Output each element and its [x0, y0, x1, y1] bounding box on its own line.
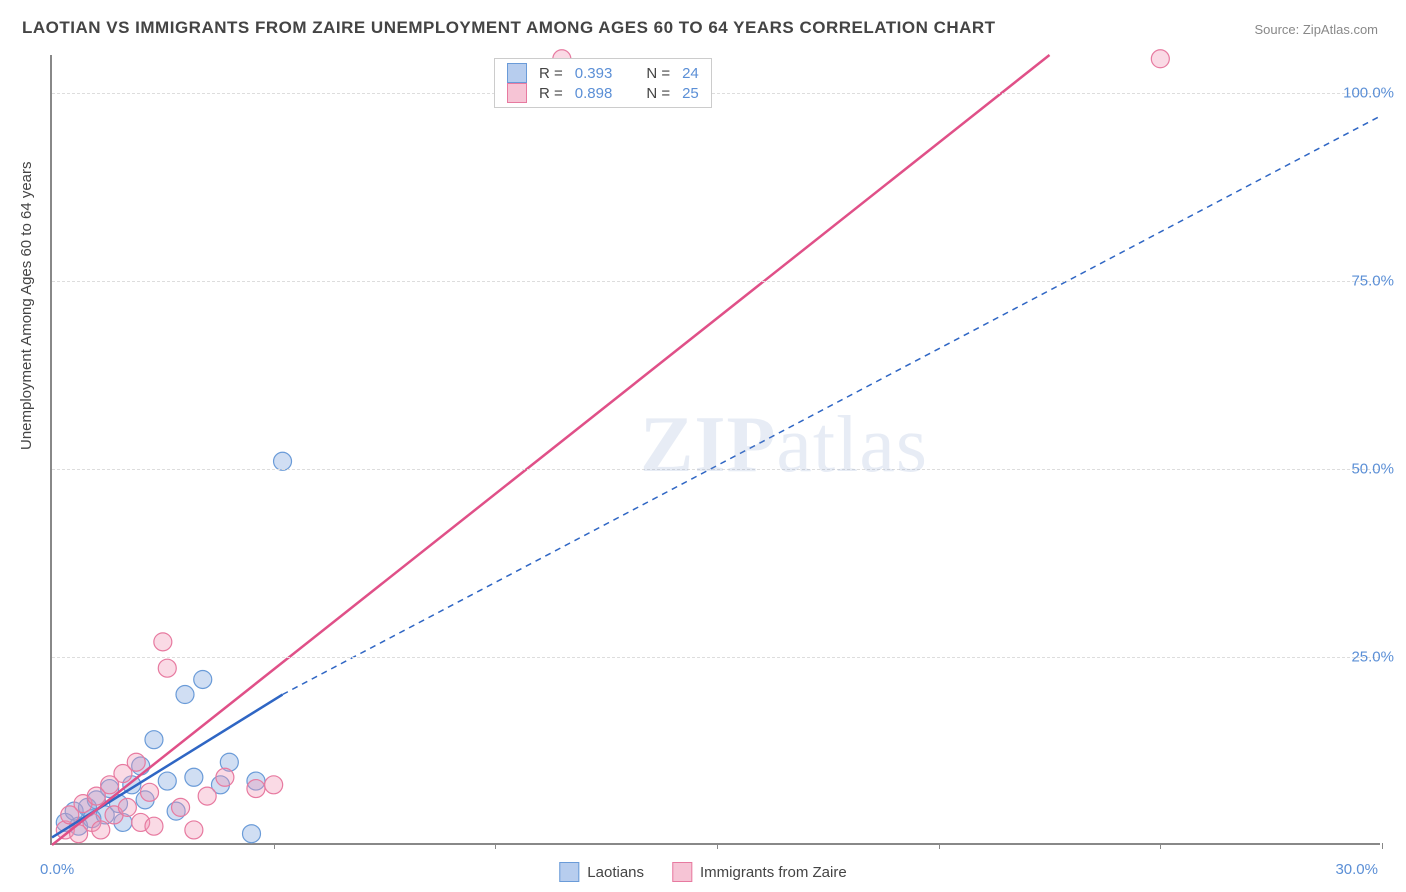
series-name: Immigrants from Zaire	[700, 864, 847, 881]
y-tick-label: 100.0%	[1343, 84, 1394, 101]
data-point	[145, 731, 163, 749]
legend-n-value: 25	[682, 85, 699, 102]
x-tick-mark	[939, 843, 940, 849]
plot-area	[50, 55, 1380, 845]
scatter-svg	[52, 55, 1380, 843]
data-point	[127, 753, 145, 771]
data-point	[154, 633, 172, 651]
data-point	[185, 768, 203, 786]
x-tick-mark	[274, 843, 275, 849]
data-point	[216, 768, 234, 786]
y-tick-label: 75.0%	[1351, 272, 1394, 289]
data-point	[185, 821, 203, 839]
data-point	[92, 821, 110, 839]
data-point	[265, 776, 283, 794]
data-point	[274, 452, 292, 470]
data-point	[141, 783, 159, 801]
legend-swatch	[507, 63, 527, 83]
trend-line-extension	[283, 115, 1382, 694]
y-tick-label: 25.0%	[1351, 648, 1394, 665]
legend-row: R = 0.898 N = 25	[507, 83, 699, 103]
legend-r-value: 0.393	[575, 65, 613, 82]
x-tick-mark	[717, 843, 718, 849]
x-tick-mark	[495, 843, 496, 849]
stats-legend: R = 0.393 N = 24 R = 0.898 N = 25	[494, 58, 712, 108]
x-tick-mark	[1160, 843, 1161, 849]
legend-n-label: N =	[646, 85, 670, 102]
trend-line	[52, 55, 1050, 845]
x-tick-end: 30.0%	[1335, 861, 1378, 878]
series-legend-item: Immigrants from Zaire	[672, 862, 847, 882]
gridline	[52, 657, 1380, 658]
data-point	[172, 798, 190, 816]
y-tick-label: 50.0%	[1351, 460, 1394, 477]
data-point	[198, 787, 216, 805]
series-legend-item: Laotians	[559, 862, 644, 882]
legend-swatch	[507, 83, 527, 103]
legend-row: R = 0.393 N = 24	[507, 63, 699, 83]
data-point	[145, 817, 163, 835]
legend-n-label: N =	[646, 65, 670, 82]
data-point	[243, 825, 261, 843]
data-point	[176, 686, 194, 704]
legend-r-value: 0.898	[575, 85, 613, 102]
legend-n-value: 24	[682, 65, 699, 82]
y-axis-label: Unemployment Among Ages 60 to 64 years	[18, 161, 35, 450]
legend-r-label: R =	[539, 65, 563, 82]
chart-title: LAOTIAN VS IMMIGRANTS FROM ZAIRE UNEMPLO…	[22, 18, 996, 38]
source-label: Source: ZipAtlas.com	[1254, 22, 1378, 37]
series-name: Laotians	[587, 864, 644, 881]
data-point	[158, 772, 176, 790]
legend-swatch	[672, 862, 692, 882]
data-point	[194, 670, 212, 688]
data-point	[247, 780, 265, 798]
gridline	[52, 469, 1380, 470]
data-point	[118, 798, 136, 816]
gridline	[52, 93, 1380, 94]
legend-swatch	[559, 862, 579, 882]
x-tick-origin: 0.0%	[40, 861, 74, 878]
data-point	[1151, 50, 1169, 68]
data-point	[158, 659, 176, 677]
gridline	[52, 281, 1380, 282]
series-legend: Laotians Immigrants from Zaire	[559, 862, 846, 882]
legend-r-label: R =	[539, 85, 563, 102]
x-tick-mark	[1382, 843, 1383, 849]
